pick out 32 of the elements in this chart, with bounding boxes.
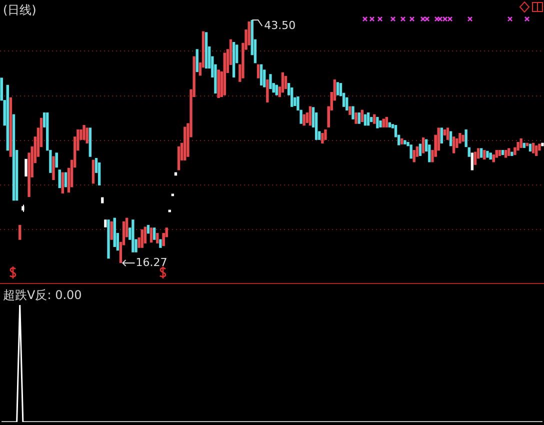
candlestick bbox=[308, 106, 312, 126]
candlestick bbox=[150, 227, 153, 243]
candlestick bbox=[324, 129, 327, 140]
candlestick bbox=[61, 172, 64, 194]
candlestick bbox=[360, 110, 364, 122]
candlestick bbox=[532, 142, 535, 154]
candlestick bbox=[336, 82, 340, 96]
annotation: 16.27 bbox=[136, 256, 168, 269]
candlestick bbox=[58, 169, 61, 188]
candlestick bbox=[284, 76, 288, 90]
candlestick bbox=[110, 221, 113, 240]
candlestick bbox=[474, 152, 477, 166]
chart-title: (日线) bbox=[3, 2, 36, 19]
candlestick bbox=[422, 137, 425, 154]
candlestick bbox=[364, 114, 367, 126]
candlestick bbox=[449, 131, 452, 146]
candlestick bbox=[412, 150, 416, 162]
candlestick bbox=[92, 160, 95, 184]
annotation: 43.50 bbox=[264, 18, 296, 32]
candlestick bbox=[156, 232, 159, 244]
candlestick bbox=[418, 144, 422, 156]
candlestick bbox=[260, 64, 263, 86]
candlestick bbox=[302, 114, 306, 126]
candlestick bbox=[281, 72, 284, 93]
chart-title: 超跌V反: 0.00 bbox=[3, 287, 82, 304]
candlestick bbox=[440, 127, 443, 144]
candlestick bbox=[55, 152, 58, 168]
candlestick bbox=[177, 146, 180, 170]
candlestick bbox=[275, 84, 278, 96]
candlestick bbox=[366, 112, 370, 126]
candlestick bbox=[256, 64, 260, 78]
candlestick bbox=[64, 172, 68, 188]
